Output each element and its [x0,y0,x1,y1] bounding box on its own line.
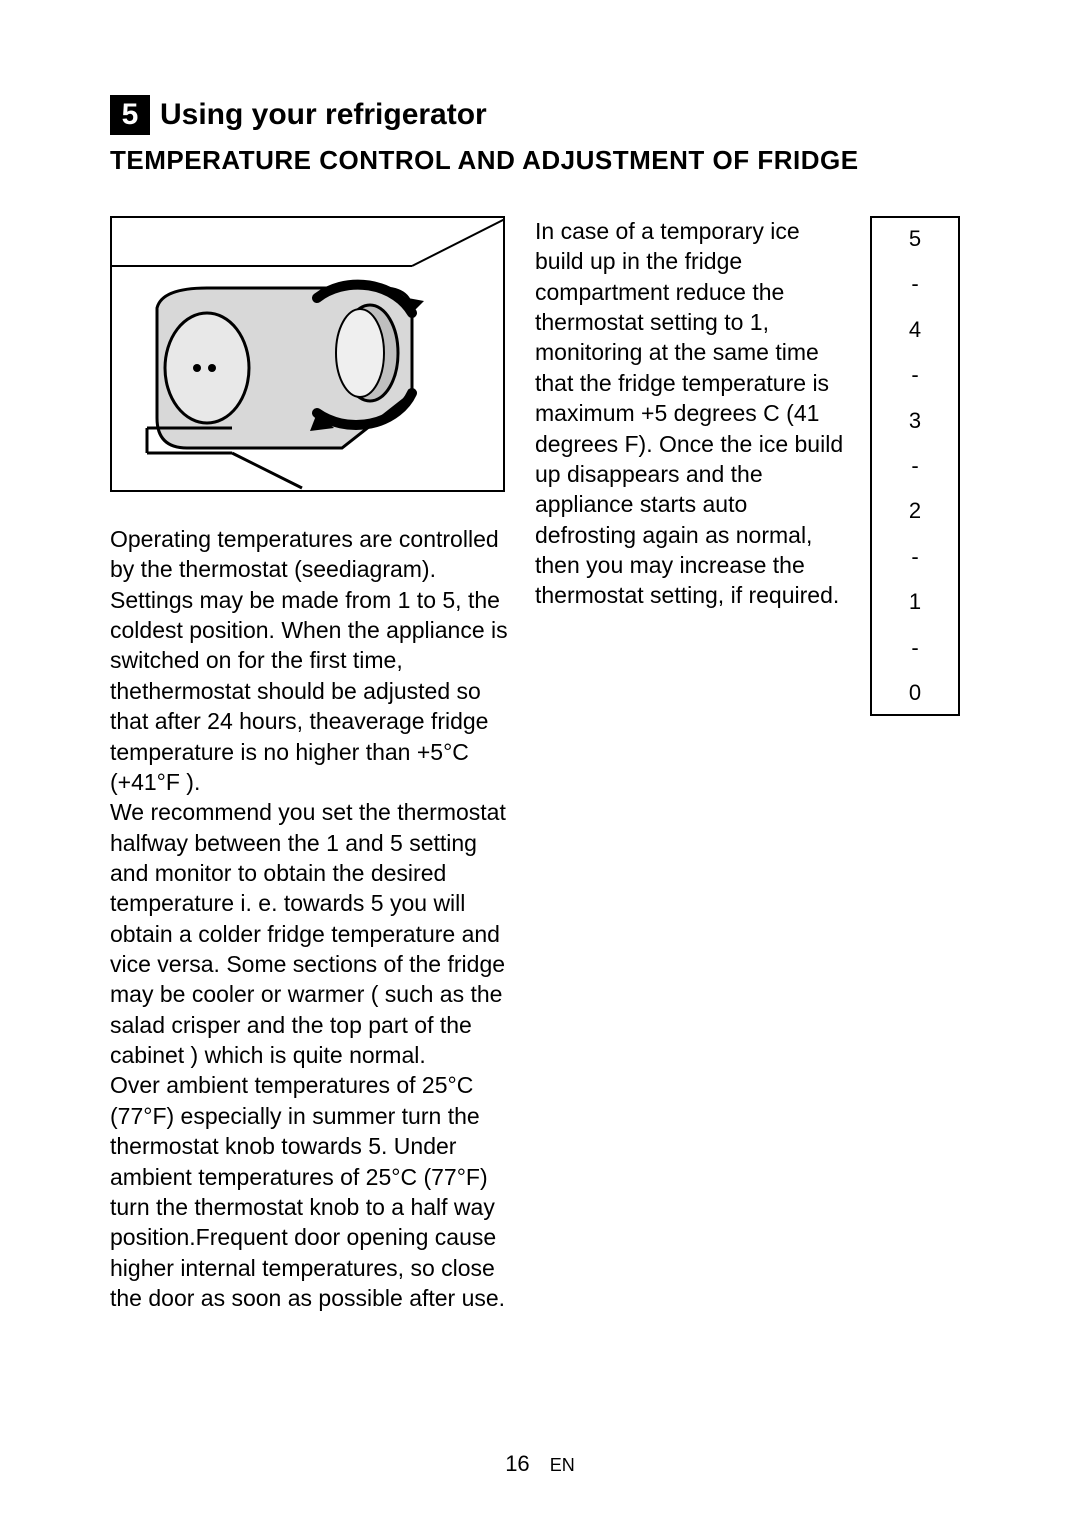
page-footer: 16 EN [0,1451,1080,1477]
column-right: 5 - 4 - 3 - 2 - 1 - 0 [870,216,960,1313]
dial-mark: - [911,546,918,568]
section-title: Using your refrigerator [160,98,487,132]
dial-mark: - [911,455,918,477]
dial-mark: - [911,364,918,386]
subsection-title: TEMPERATURE CONTROL AND ADJUSTMENT OF FR… [110,145,970,176]
left-paragraph-2: We recommend you set the thermostat half… [110,797,510,1070]
page-number: 16 [505,1451,529,1476]
dial-mark: 2 [909,500,921,522]
dial-mark: 1 [909,591,921,613]
section-number-badge: 5 [110,95,150,135]
left-paragraph-1: Operating temperatures are controlled by… [110,524,510,797]
mid-paragraph-1: In case of a temporary ice build up in t… [535,216,845,611]
thermostat-diagram [110,216,505,492]
thermostat-knob-icon [112,218,505,492]
dial-mark: 0 [909,682,921,704]
thermostat-dial-scale: 5 - 4 - 3 - 2 - 1 - 0 [870,216,960,716]
dial-mark: 3 [909,410,921,432]
column-left: Operating temperatures are controlled by… [110,216,510,1313]
dial-mark: 4 [909,319,921,341]
dial-mark: - [911,637,918,659]
section-number: 5 [122,98,139,132]
section-header: 5 Using your refrigerator [110,95,970,135]
content-columns: Operating temperatures are controlled by… [110,216,970,1313]
dial-mark: - [911,273,918,295]
page-language-code: EN [550,1455,575,1475]
left-paragraph-3: Over ambient temperatures of 25°C (77°F)… [110,1070,510,1313]
manual-page: 5 Using your refrigerator TEMPERATURE CO… [0,0,1080,1532]
column-middle: In case of a temporary ice build up in t… [535,216,845,1313]
dial-mark: 5 [909,228,921,250]
